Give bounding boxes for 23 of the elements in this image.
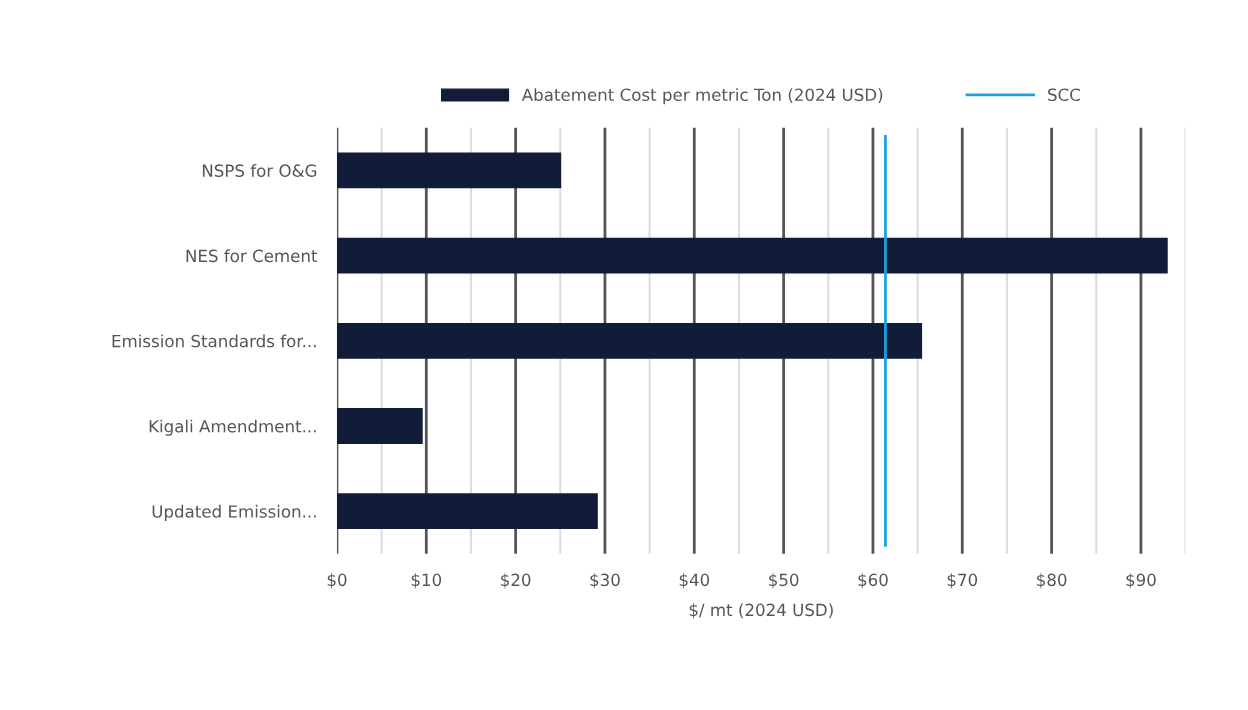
bar [336, 408, 423, 444]
x-tick-label: $60 [858, 573, 888, 589]
y-tick-label: Emission Standards for... [112, 334, 316, 348]
bar [336, 237, 1168, 274]
bar [336, 493, 598, 530]
x-tick-label: $50 [769, 573, 799, 589]
x-tick-label: $90 [1126, 573, 1156, 589]
bar [336, 152, 562, 189]
y-tick-label: NES for Cement [186, 249, 318, 263]
y-tick-label: NSPS for O&G [202, 164, 317, 177]
x-tick-label: $70 [947, 573, 978, 589]
bar [336, 322, 923, 359]
x-axis-title: $/ mt (2024 USD) [689, 603, 833, 619]
x-tick-label: $40 [679, 573, 710, 589]
x-tick-label: $20 [501, 573, 531, 589]
x-tick-label: $80 [1037, 573, 1067, 589]
x-tick-label: $30 [590, 573, 620, 589]
y-tick-label: Kigali Amendment... [149, 419, 316, 436]
x-tick-label: $0 [327, 573, 347, 589]
y-tick-label: Updated Emission... [152, 504, 316, 521]
x-tick-label: $10 [411, 573, 442, 589]
legend-label: Abatement Cost per metric Ton (2024 USD) [521, 88, 883, 105]
legend-label: SCC [1048, 88, 1080, 102]
